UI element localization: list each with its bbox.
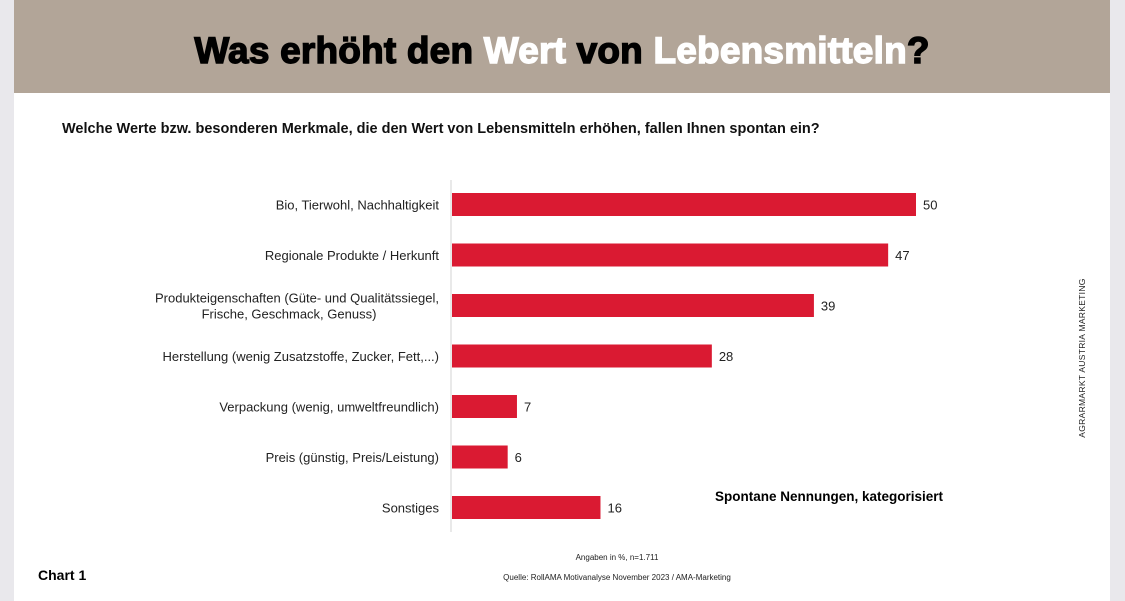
bar	[452, 344, 712, 368]
bar	[452, 294, 814, 317]
title-highlight-text: Wert	[483, 29, 567, 71]
category-label: Preis (günstig, Preis/Leistung)	[266, 450, 439, 465]
slide: Was erhöht den Wert von Lebensmitteln? W…	[14, 0, 1110, 601]
title-highlight-text: Lebensmitteln	[653, 29, 908, 71]
category-label: Produkteigenschaften (Güte- und Qualität…	[155, 291, 439, 306]
vertical-credit: AGRARMARKT AUSTRIA MARKETING	[1077, 278, 1087, 438]
title-text: von	[566, 29, 654, 71]
category-label: Bio, Tierwohl, Nachhaltigkeit	[276, 198, 440, 213]
category-label: Verpackung (wenig, umweltfreundlich)	[219, 400, 439, 415]
category-label: Herstellung (wenig Zusatzstoffe, Zucker,…	[163, 349, 439, 364]
title-text: ?	[906, 29, 930, 71]
bar	[452, 496, 601, 519]
bar	[452, 243, 889, 267]
chart-annotation: Spontane Nennungen, kategorisiert	[715, 489, 944, 504]
data-label: 28	[719, 349, 733, 364]
bar	[452, 193, 916, 216]
survey-question: Welche Werte bzw. besonderen Merkmale, d…	[62, 121, 820, 137]
data-label: 7	[524, 400, 531, 415]
bar	[452, 395, 517, 418]
bar-chart: 50 Bio, Tierwohl, Nachhaltigkeit 47 Regiona…	[155, 180, 937, 532]
category-label: Regionale Produkte / Herkunft	[265, 248, 440, 263]
footnote: Angaben in %, n=1.711	[575, 553, 659, 562]
source-note: Quelle: RollAMA Motivanalyse November 20…	[503, 573, 731, 582]
header-band: Was erhöht den Wert von Lebensmitteln?	[14, 0, 1110, 93]
data-label: 47	[895, 248, 909, 263]
page-title: Was erhöht den Wert von Lebensmitteln?	[14, 29, 1110, 72]
data-label: 6	[515, 450, 522, 465]
bar	[452, 445, 508, 469]
category-label: Sonstiges	[382, 501, 440, 516]
data-label: 50	[923, 198, 937, 213]
data-label: 39	[821, 299, 835, 314]
bars-group: 50 Bio, Tierwohl, Nachhaltigkeit 47 Regiona…	[155, 193, 937, 519]
data-label: 16	[607, 501, 621, 516]
title-text: Was erhöht den	[194, 29, 484, 71]
chart-number-label: Chart 1	[38, 567, 87, 583]
category-label: Frische, Geschmack, Genuss)	[202, 307, 377, 322]
